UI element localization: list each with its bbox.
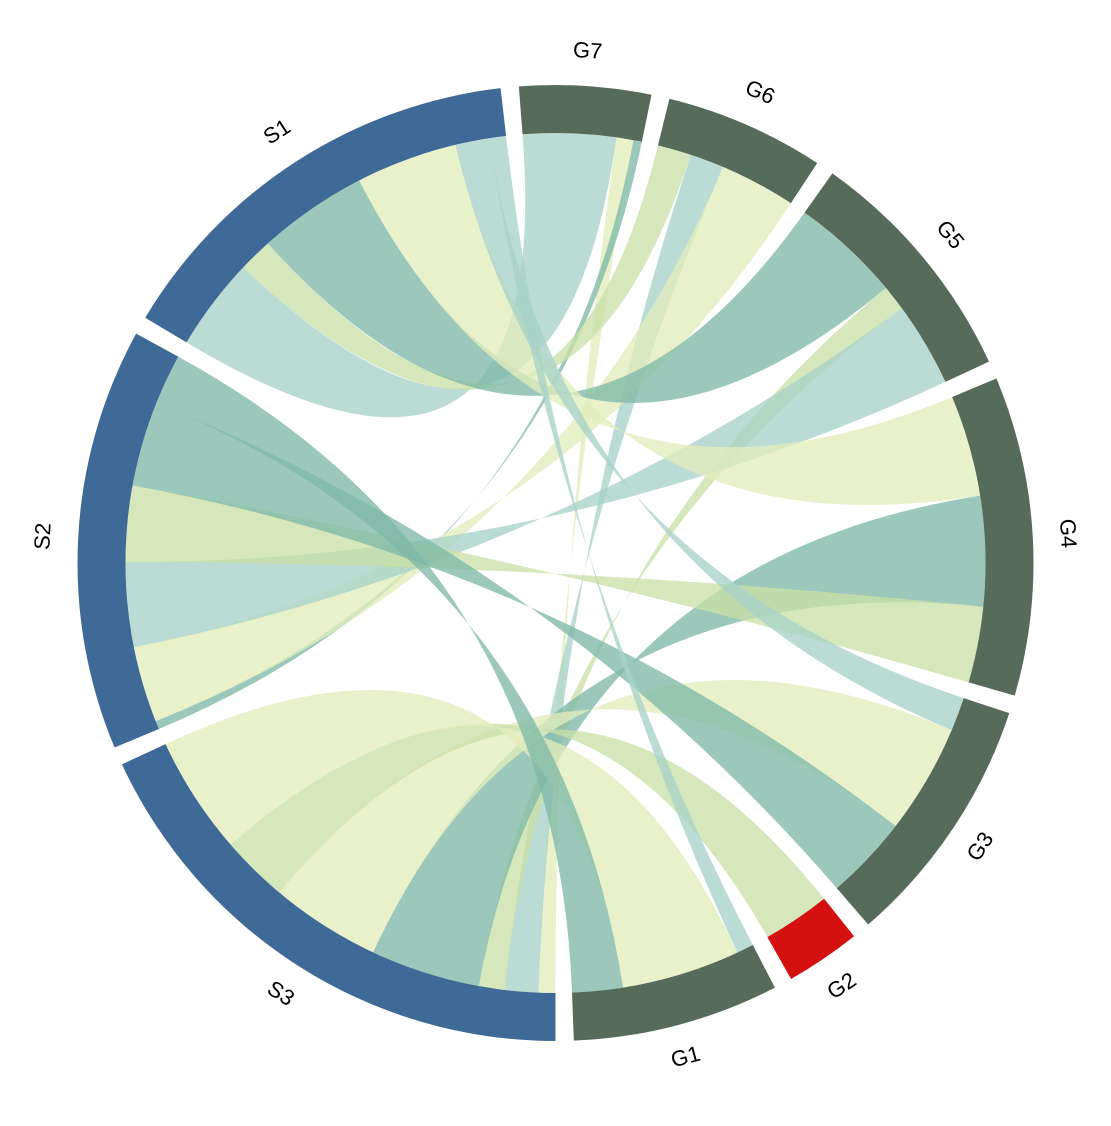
ribbons bbox=[126, 133, 986, 993]
arc-G7 bbox=[519, 85, 652, 142]
label-G5: G5 bbox=[931, 215, 969, 254]
label-G7: G7 bbox=[572, 37, 603, 64]
label-G3: G3 bbox=[961, 827, 998, 865]
label-G6: G6 bbox=[742, 75, 779, 110]
label-G1: G1 bbox=[668, 1041, 703, 1073]
label-S3: S3 bbox=[263, 975, 299, 1011]
label-G2: G2 bbox=[822, 967, 860, 1004]
label-S2: S2 bbox=[29, 522, 55, 550]
chord-diagram: S1 G7 G6 G5 G4 G3 G2 G1 S3 S2 bbox=[0, 0, 1111, 1126]
label-G4: G4 bbox=[1055, 518, 1082, 549]
label-S1: S1 bbox=[259, 114, 295, 150]
